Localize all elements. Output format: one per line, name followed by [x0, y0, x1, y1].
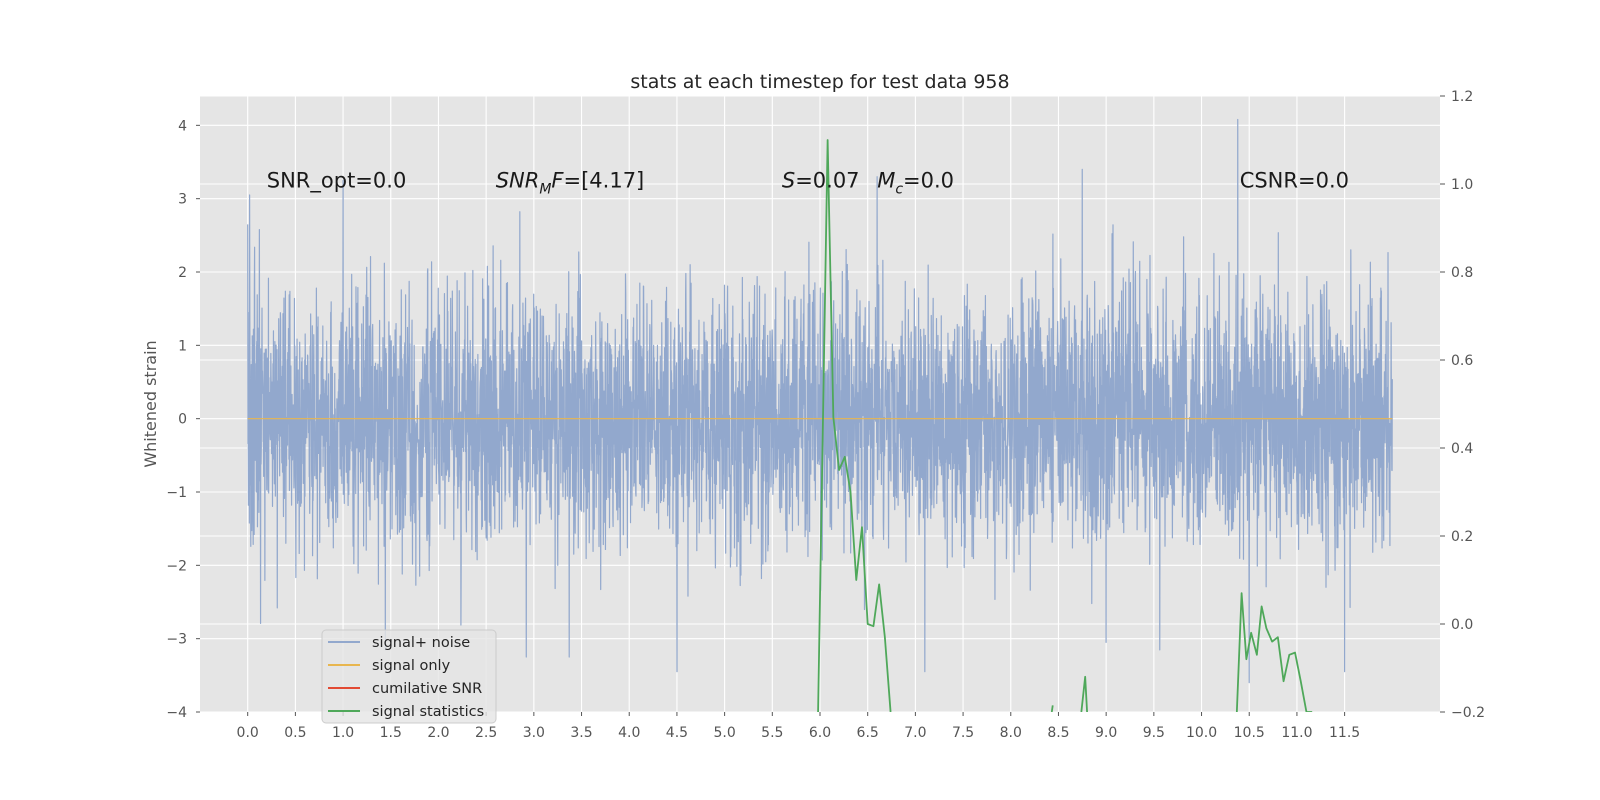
series-signal-noise — [247, 118, 1393, 684]
x-tick-label: 1.5 — [380, 725, 402, 741]
x-tick-label: 0.5 — [284, 725, 306, 741]
annotation-text: Mc=0.0 — [877, 168, 954, 197]
y-tick-label: 1 — [178, 338, 187, 354]
y-tick-label: −1 — [166, 485, 187, 501]
x-tick-label: 6.0 — [809, 725, 831, 741]
y-tick-label: −3 — [166, 632, 187, 648]
x-tick-label: 2.0 — [427, 725, 449, 741]
x-tick-label: 0.0 — [237, 725, 259, 741]
legend-frame — [321, 629, 497, 724]
annotation-text: CSNR=0.0 — [1240, 168, 1349, 192]
y-axis-right: 1.2 1.0 0.8 0.6 0.4 0.2 0.0 −0.2 — [1440, 89, 1485, 721]
x-tick-label: 4.0 — [618, 725, 640, 741]
y2-tick-label: 0.4 — [1451, 441, 1473, 457]
y-tick-label: 3 — [178, 192, 187, 208]
x-tick-label: 8.5 — [1047, 725, 1069, 741]
y-tick-label: 4 — [178, 118, 187, 134]
x-axis: 0.0 0.5 1.0 1.5 2.0 2.5 3.0 3.5 4.0 4.5 5.0 5.5 6.0 6… — [237, 712, 1360, 741]
y-tick-label: 2 — [178, 265, 187, 281]
x-tick-label: 6.5 — [857, 725, 879, 741]
y2-tick-label: 0.8 — [1451, 265, 1473, 281]
legend-label: signal+ noise — [372, 635, 470, 651]
annotation-text: SNR_opt=0.0 — [267, 168, 407, 193]
x-tick-label: 5.0 — [713, 725, 735, 741]
x-tick-label: 11.5 — [1329, 725, 1360, 741]
y-tick-label: 0 — [178, 412, 187, 428]
x-tick-label: 4.5 — [666, 725, 688, 741]
annotation-text: S=0.07 — [782, 168, 860, 192]
y2-tick-label: 1.0 — [1451, 177, 1473, 193]
x-tick-label: 2.5 — [475, 725, 497, 741]
x-tick-label: 9.0 — [1095, 725, 1117, 741]
x-tick-label: 8.0 — [1000, 725, 1022, 741]
series-signal-statistics — [817, 139, 892, 712]
legend-label: signal statistics — [372, 704, 484, 720]
y2-tick-label: −0.2 — [1451, 705, 1485, 721]
y2-tick-label: 0.6 — [1451, 353, 1473, 369]
series-signal-statistics — [1235, 592, 1313, 712]
legend: signal+ noise signal only cumilative SNR si… — [321, 629, 497, 724]
x-tick-label: 9.5 — [1143, 725, 1165, 741]
y-tick-label: −2 — [166, 558, 187, 574]
x-tick-label: 10.5 — [1234, 725, 1265, 741]
y2-tick-label: 1.2 — [1451, 89, 1473, 105]
legend-label: cumilative SNR — [372, 681, 482, 697]
y-axis-title: Whitened strain — [141, 340, 160, 467]
x-tick-label: 3.5 — [570, 725, 592, 741]
chart-title: stats at each timestep for test data 958 — [630, 71, 1009, 93]
x-tick-label: 3.0 — [523, 725, 545, 741]
x-tick-label: 7.5 — [952, 725, 974, 741]
x-tick-label: 1.0 — [332, 725, 354, 741]
annotations: SNR_opt=0.0 SNRMF=[4.17] S=0.07 Mc=0.0 CSNR=… — [267, 168, 1349, 197]
legend-label: signal only — [372, 658, 451, 674]
x-tick-label: 7.0 — [904, 725, 926, 741]
series-layer — [247, 118, 1393, 712]
x-tick-label: 11.0 — [1281, 725, 1312, 741]
y-axis-left: 4 3 2 1 0 −1 −2 −3 −4 — [166, 118, 200, 721]
y2-tick-label: 0.0 — [1451, 617, 1473, 633]
series-signal-statistics — [1080, 675, 1088, 712]
y-tick-label: −4 — [166, 705, 187, 721]
x-tick-label: 5.5 — [761, 725, 783, 741]
series-signal-statistics — [1050, 705, 1054, 712]
x-tick-label: 10.0 — [1186, 725, 1217, 741]
y2-tick-label: 0.2 — [1451, 529, 1473, 545]
